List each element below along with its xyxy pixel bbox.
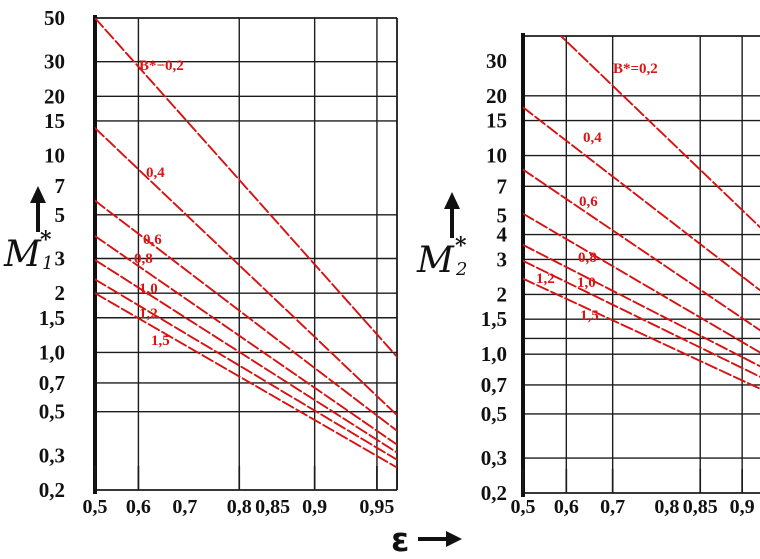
y-axis-title-sup: * bbox=[40, 227, 52, 253]
y-tick-label: 5 bbox=[55, 203, 66, 227]
curve-b-0.8 bbox=[95, 235, 397, 446]
y-tick-label: 4 bbox=[497, 223, 508, 247]
curve-label-b-0.6: 0,6 bbox=[143, 232, 162, 248]
y-tick-label: 20 bbox=[486, 84, 507, 108]
curve-label-b-1.5: 1,5 bbox=[580, 308, 599, 324]
curve-b-1.5 bbox=[523, 277, 760, 390]
y-tick-label: 30 bbox=[44, 50, 65, 74]
y-tick-label: 15 bbox=[486, 109, 507, 133]
x-tick-label: 0,7 bbox=[600, 496, 625, 518]
x-tick-label: 0,9 bbox=[302, 496, 327, 518]
curve-b-1.5 bbox=[95, 292, 397, 469]
curve-b-0.4 bbox=[523, 106, 760, 292]
y-tick-label: 2 bbox=[55, 281, 66, 305]
y-tick-label: 0,7 bbox=[481, 373, 507, 397]
x-tick-label: 0,85 bbox=[255, 496, 290, 518]
curve-b-1 bbox=[95, 258, 397, 454]
up-arrow-head bbox=[444, 192, 460, 209]
curve-label-b-1.5: 1,5 bbox=[151, 333, 170, 349]
curve-label-b-0.8: 0,8 bbox=[578, 250, 597, 266]
y-tick-label: 7 bbox=[55, 174, 66, 198]
y-axis-title-sup: * bbox=[455, 233, 467, 259]
y-tick-label: 1,5 bbox=[39, 306, 65, 330]
y-tick-label: 10 bbox=[486, 144, 507, 168]
y-tick-label: 3 bbox=[55, 247, 66, 271]
y-axis-title: M bbox=[416, 240, 455, 281]
x-tick-label: 0,7 bbox=[172, 496, 197, 518]
x-axis-title-group: ε bbox=[391, 520, 462, 559]
y-tick-label: 1,0 bbox=[39, 340, 65, 364]
y-axis-title-sub: 1 bbox=[42, 253, 53, 274]
y-axis-title: M bbox=[3, 234, 42, 275]
curve-label-b-1: 1,0 bbox=[139, 281, 158, 297]
x-tick-label: 0,5 bbox=[83, 496, 108, 518]
up-arrow-head bbox=[30, 186, 46, 203]
y-tick-label: 1,0 bbox=[481, 342, 507, 366]
curve-label-b-1.2: 1,2 bbox=[536, 271, 555, 287]
x-tick-label: 0,95 bbox=[359, 496, 394, 518]
y-tick-label: 3 bbox=[497, 247, 508, 271]
x-tick-label: 0,9 bbox=[730, 496, 755, 518]
y-tick-label: 7 bbox=[497, 174, 508, 198]
curve-label-b-0.4: 0,4 bbox=[583, 130, 602, 146]
chart-M2-vs-epsilon: B*=0,20,40,60,81,01,21,50,5 0,6 0,7 0,8 0,85… bbox=[416, 33, 760, 518]
y-tick-label: 20 bbox=[44, 84, 65, 108]
x-tick-label: 0,8 bbox=[227, 496, 252, 518]
x-tick-label: 0,6 bbox=[126, 496, 151, 518]
curve-b-1.2 bbox=[95, 278, 397, 461]
y-tick-label: 0,3 bbox=[481, 446, 507, 470]
curve-label-b-1: 1,0 bbox=[577, 275, 596, 291]
curve-b-0.8 bbox=[523, 212, 760, 354]
chart-M1-vs-epsilon: B*−0,20,40,60,81,01,21,50,5 0,6 0,7 0,8 0,85… bbox=[3, 6, 398, 518]
curve-label-b-0.6: 0,6 bbox=[579, 194, 598, 210]
curve-label-b-0.4: 0,4 bbox=[146, 165, 165, 181]
x-tick-label: 0,6 bbox=[554, 496, 579, 518]
right-arrow-head bbox=[446, 531, 462, 547]
y-tick-label: 10 bbox=[44, 144, 65, 168]
curve-b-1.2 bbox=[523, 259, 760, 378]
y-tick-label: 30 bbox=[486, 49, 507, 73]
y-tick-label: 1,5 bbox=[481, 307, 507, 331]
y-tick-label: 0,5 bbox=[39, 400, 65, 424]
x-tick-label: 0,8 bbox=[654, 496, 679, 518]
curve-b-0.4 bbox=[95, 127, 397, 417]
curves-group bbox=[95, 18, 397, 469]
y-tick-label: 0,7 bbox=[39, 371, 65, 395]
curve-b-0.2 bbox=[95, 18, 397, 358]
y-tick-label: 2 bbox=[497, 282, 508, 306]
curve-b-0.6 bbox=[523, 168, 760, 332]
y-tick-label: 0,2 bbox=[39, 478, 65, 502]
x-axis-title: ε bbox=[391, 520, 409, 559]
curve-label-b-0.2: B*=0,2 bbox=[613, 61, 658, 77]
y-tick-label: 50 bbox=[44, 6, 65, 30]
curve-label-b-0.2: B*−0,2 bbox=[139, 58, 184, 74]
curve-b-0.6 bbox=[95, 199, 397, 432]
x-tick-label: 0,85 bbox=[683, 496, 718, 518]
curve-b-1 bbox=[523, 243, 760, 368]
curve-label-b-1.2: 1,2 bbox=[139, 306, 158, 322]
y-tick-label: 0,3 bbox=[39, 443, 65, 467]
y-axis-title-sub: 2 bbox=[455, 259, 467, 280]
curve-b-0.2 bbox=[559, 36, 760, 229]
curves-group bbox=[523, 36, 760, 390]
y-tick-label: 5 bbox=[497, 203, 508, 227]
y-tick-label: 0,5 bbox=[481, 402, 507, 426]
y-tick-label: 15 bbox=[44, 109, 65, 133]
y-tick-label: 0,2 bbox=[481, 481, 507, 505]
curve-label-b-0.8: 0,8 bbox=[134, 251, 153, 267]
x-tick-label: 0,5 bbox=[511, 496, 536, 518]
